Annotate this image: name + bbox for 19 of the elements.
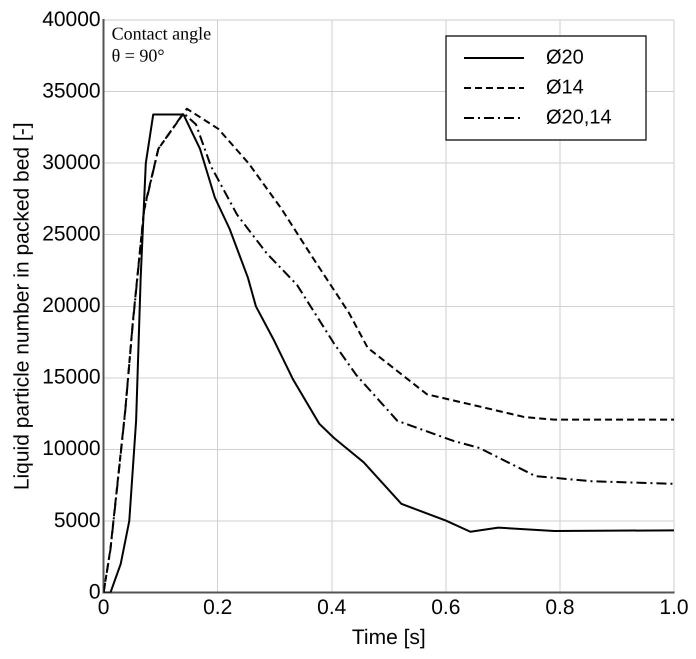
- y-tick-label: 5000: [54, 508, 101, 532]
- y-tick-label: 10000: [42, 437, 101, 460]
- y-axis-title: Liquid particle number in packed bed [-]: [10, 122, 34, 490]
- x-tick-label: 0.6: [431, 596, 460, 619]
- x-axis-title: Time [s]: [352, 626, 426, 650]
- x-tick-label: 0.2: [203, 596, 232, 619]
- x-tick-label: 0.4: [317, 596, 347, 619]
- y-tick-label: 20000: [42, 294, 101, 318]
- legend-label: Ø14: [546, 76, 584, 99]
- annotation: Contact angle θ = 90°: [112, 24, 212, 66]
- legend-label: Ø20: [546, 46, 584, 69]
- x-tick-label: 0.8: [545, 596, 575, 619]
- y-tick-label: 15000: [42, 366, 101, 389]
- y-tick-label: 25000: [42, 222, 101, 246]
- y-tick-label: 40000: [42, 8, 101, 31]
- x-tick-label: 1.0: [659, 596, 689, 619]
- legend-label: Ø20,14: [546, 106, 612, 129]
- y-tick-label: 30000: [42, 150, 101, 174]
- y-tick-label: 35000: [42, 79, 101, 102]
